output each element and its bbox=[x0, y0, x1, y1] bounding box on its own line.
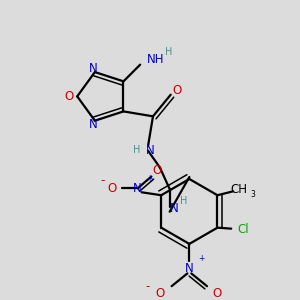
Text: N: N bbox=[88, 118, 97, 131]
Text: O: O bbox=[172, 84, 181, 97]
Text: O: O bbox=[153, 164, 162, 177]
Text: Cl: Cl bbox=[237, 223, 249, 236]
Text: -: - bbox=[146, 280, 150, 293]
Text: +: + bbox=[198, 254, 204, 263]
Text: NH: NH bbox=[147, 53, 165, 66]
Text: N: N bbox=[146, 144, 154, 157]
Text: O: O bbox=[65, 90, 74, 103]
Text: CH: CH bbox=[231, 183, 248, 196]
Text: H: H bbox=[165, 47, 172, 57]
Text: N: N bbox=[133, 182, 142, 195]
Text: N: N bbox=[88, 61, 97, 75]
Text: +: + bbox=[146, 174, 153, 183]
Text: -: - bbox=[100, 174, 104, 187]
Text: N: N bbox=[170, 202, 179, 215]
Text: 3: 3 bbox=[250, 190, 255, 199]
Text: O: O bbox=[155, 286, 164, 300]
Text: H: H bbox=[133, 145, 140, 155]
Text: H: H bbox=[180, 196, 187, 206]
Text: O: O bbox=[212, 286, 221, 300]
Text: O: O bbox=[107, 182, 117, 195]
Text: N: N bbox=[185, 262, 194, 275]
